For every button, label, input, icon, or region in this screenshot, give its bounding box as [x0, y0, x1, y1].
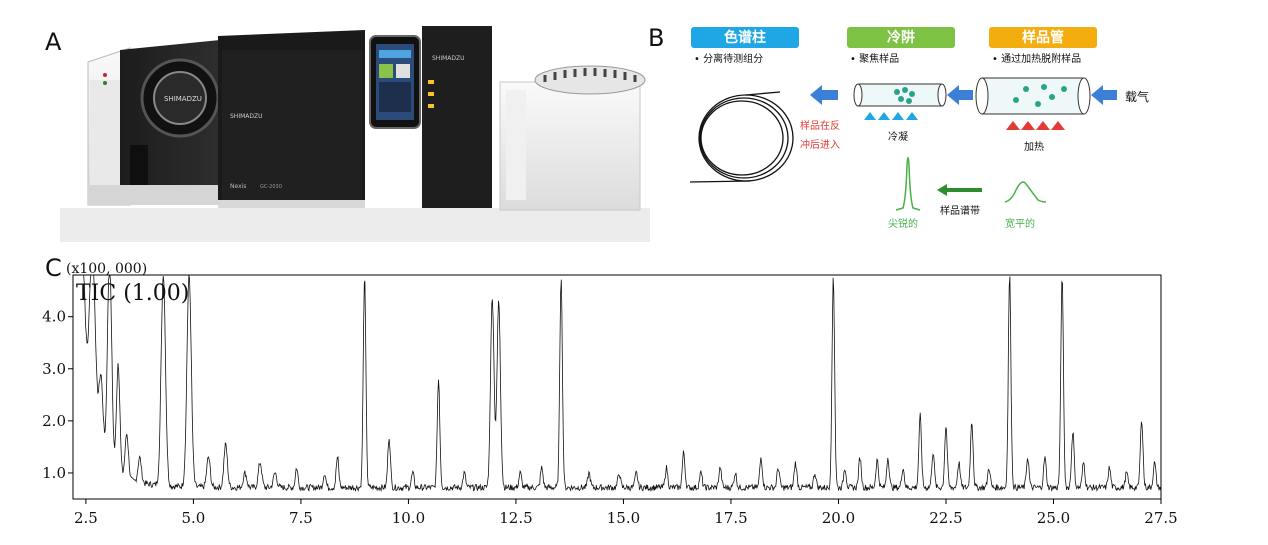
trace-label: TIC (1.00) [76, 281, 189, 306]
condense-label: 冷凝 [888, 130, 908, 143]
sharp-label: 尖锐的 [888, 217, 918, 230]
y-tick-label: 4.0 [42, 308, 66, 326]
y-tick-label: 3.0 [42, 360, 66, 378]
tube-desc: • 通过加热脱附样品 [992, 52, 1081, 65]
carrier-gas-label: 载气 [1125, 89, 1149, 104]
y-tick-label: 1.0 [42, 464, 66, 482]
brand-label-tower: SHIMADZU [432, 55, 465, 62]
trap-header [847, 27, 955, 48]
arrow-left-icon [1091, 85, 1117, 105]
band-label: 样品谱带 [940, 204, 980, 217]
x-tick-label: 17.5 [714, 509, 747, 527]
brand-label-gc: SHIMADZU [230, 113, 263, 120]
series-label: Nexis [230, 183, 246, 190]
x-tick-label: 27.5 [1144, 509, 1177, 527]
tube-title: 样品管 [1022, 29, 1064, 46]
x-tick-label: 25.0 [1037, 509, 1070, 527]
thermal-desorption-sampler [499, 65, 646, 211]
arrow-left-icon [947, 85, 973, 105]
broad-label: 宽平的 [1005, 217, 1035, 230]
x-tick-label: 12.5 [499, 509, 532, 527]
multiplier-label: (x100, 000) [66, 261, 147, 277]
column-title: 色谱柱 [724, 29, 766, 46]
autosampler-tower: SHIMADZU [422, 26, 492, 208]
arrow-left-icon [810, 85, 838, 105]
x-tick-label: 2.5 [74, 509, 98, 527]
instrument-illustration: SHIMADZU SHIMADZU Nexis GC-2030 SHIMADZU [60, 26, 650, 242]
x-tick-label: 5.0 [181, 509, 205, 527]
trap-title: 冷阱 [887, 29, 915, 46]
trap-desc: • 聚焦样品 [850, 52, 899, 65]
x-tick-label: 7.5 [289, 509, 313, 527]
x-tick-label: 15.0 [607, 509, 640, 527]
plot-frame [72, 274, 1162, 500]
column-desc: • 分离待测组分 [694, 52, 763, 65]
tube-header [989, 27, 1097, 48]
x-tick-label: 20.0 [822, 509, 855, 527]
sharp-peak-icon [895, 156, 921, 211]
flow-diagram: 色谱柱 • 分离待测组分 冷阱 • 聚焦样品 样品管 • 通过加热脱附样品 载气… [689, 27, 1149, 230]
cold-trap-icon [853, 83, 947, 120]
arrow-left-icon [937, 184, 982, 196]
touch-panel [369, 35, 421, 129]
left-module [87, 47, 131, 206]
chromatogram-chart: (x100, 000) TIC (1.00) 1.0 2.0 3.0 4.0 2.5 5… [42, 261, 1178, 527]
column-coil-icon [689, 91, 794, 183]
reverse-text-2: 冲后进入 [800, 138, 840, 151]
model-label: GC-2030 [260, 184, 282, 190]
gc-main-box: SHIMADZU Nexis GC-2030 [218, 30, 365, 208]
brand-label-ms: SHIMADZU [164, 95, 202, 103]
broad-peak-icon [1004, 181, 1047, 203]
reverse-text-1: 样品在反 [800, 119, 840, 132]
panel-label-a: A [45, 28, 62, 56]
column-header [691, 27, 799, 48]
tic-trace-line [81, 274, 1162, 493]
sample-tube-icon [975, 77, 1091, 130]
panel-label-c: C [45, 254, 62, 282]
panel-label-b: B [648, 24, 665, 52]
y-tick-label: 2.0 [42, 412, 66, 430]
mass-spec-body: SHIMADZU [88, 40, 220, 205]
x-tick-label: 10.0 [392, 509, 425, 527]
x-tick-label: 22.5 [929, 509, 962, 527]
heat-label: 加热 [1024, 140, 1044, 153]
